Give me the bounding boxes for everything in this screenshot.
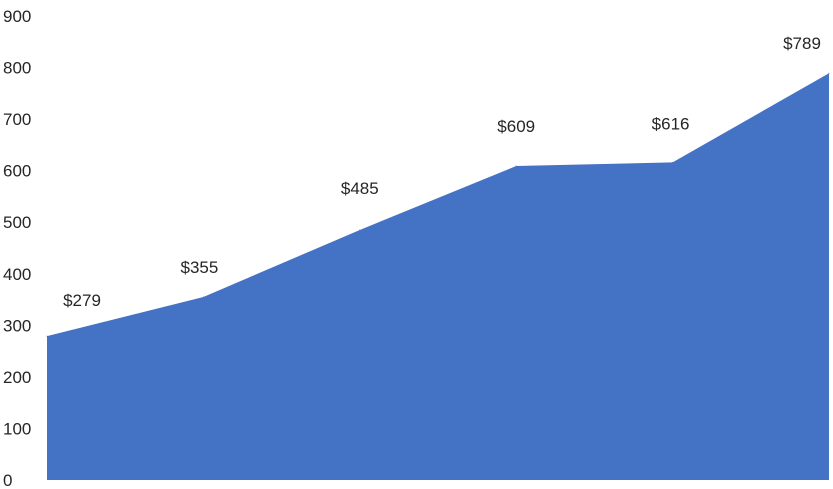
data-point — [46, 335, 48, 337]
data-label: $279 — [63, 291, 101, 310]
y-tick-label: 100 — [3, 419, 31, 438]
y-tick-label: 0 — [3, 471, 12, 489]
y-tick-label: 800 — [3, 59, 31, 78]
data-label: $355 — [180, 258, 218, 277]
area-fill — [47, 73, 829, 480]
data-label: $609 — [497, 117, 535, 136]
y-tick-label: 200 — [3, 368, 31, 387]
data-point — [515, 165, 517, 167]
y-tick-label: 700 — [3, 110, 31, 129]
y-axis: 0 100 200 300 400 500 600 700 800 900 — [3, 7, 31, 489]
data-labels: $279 $355 $485 $609 $616 $789 — [63, 34, 821, 310]
y-tick-label: 900 — [3, 7, 31, 26]
data-point — [359, 229, 361, 231]
y-tick-label: 300 — [3, 316, 31, 335]
area-series — [46, 72, 830, 480]
data-point — [202, 296, 204, 298]
data-point — [672, 161, 674, 163]
data-point — [828, 72, 830, 74]
data-label: $485 — [341, 179, 379, 198]
y-tick-label: 500 — [3, 213, 31, 232]
data-label: $789 — [783, 34, 821, 53]
data-label: $616 — [652, 114, 690, 133]
y-tick-label: 400 — [3, 265, 31, 284]
y-tick-label: 600 — [3, 162, 31, 181]
